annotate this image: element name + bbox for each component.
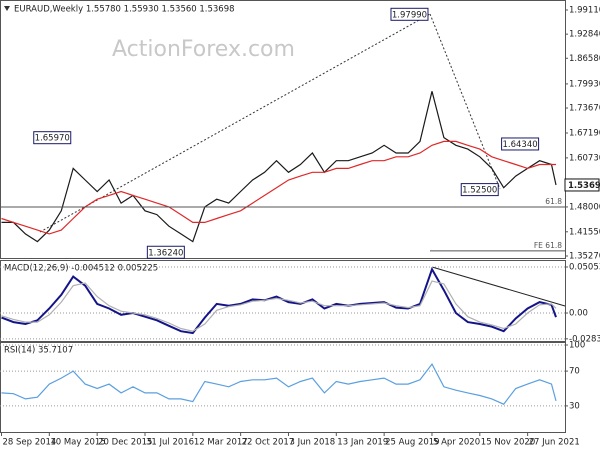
y-tick-label: -0.028323 [569, 334, 600, 344]
y-tick-label: 30 [569, 401, 580, 411]
y-tick-label: 1.35270 [569, 251, 600, 261]
price-label-box [146, 245, 185, 259]
y-tick-label: 1.92840 [569, 30, 600, 40]
y-tick-label: 70 [569, 367, 580, 377]
price-label-box [390, 7, 429, 21]
price-label: 1.52500 [462, 186, 497, 196]
y-tick-label: 1.73670 [569, 104, 600, 114]
x-tick-label: 25 Aug 2019 [385, 438, 439, 448]
y-tick-label: 1.86580 [569, 54, 600, 64]
trend-line [429, 13, 501, 190]
x-tick-label: 15 Nov 2020 [481, 438, 535, 448]
rsi-title: RSI(14) 35.7107 [4, 346, 73, 356]
x-tick-label: 12 Mar 2017 [194, 438, 248, 448]
last-price-box [564, 178, 600, 192]
last-price-label: 1.53698 [568, 181, 600, 191]
price-label: 1.97990 [392, 10, 427, 20]
x-tick-label: 13 Jan 2019 [337, 438, 388, 448]
trend-line [39, 13, 431, 233]
x-tick-label: 27 Jun 2021 [529, 438, 580, 448]
x-tick-label: 28 Sep 2014 [2, 438, 56, 448]
series-line [1, 280, 557, 332]
y-tick-label: 1.60730 [569, 153, 600, 163]
level-label: FE 61.8 [534, 241, 562, 250]
y-tick-label: 0.05053 [569, 262, 600, 272]
x-tick-label: 10 May 2015 [50, 438, 105, 448]
chart-title: EURAUD,Weekly 1.55780 1.55930 1.53560 1.… [14, 5, 235, 15]
level-label: 61.8 [545, 197, 562, 206]
x-tick-label: 20 Dec 2015 [98, 438, 152, 448]
price-label: 1.65970 [35, 134, 70, 144]
series-line [1, 362, 557, 405]
series-line [1, 140, 556, 235]
price-label: 1.36240 [148, 248, 183, 258]
price-label-box [33, 131, 72, 145]
macd-trend-line [431, 266, 566, 307]
x-tick-label: 22 Oct 2017 [242, 438, 295, 448]
menu-icon [4, 6, 10, 11]
price-label-box [460, 183, 499, 197]
price-panel [0, 0, 566, 259]
rsi-panel [0, 342, 566, 433]
y-tick-label: 1.41550 [569, 227, 600, 237]
x-tick-label: 31 Jul 2016 [146, 438, 194, 448]
y-tick-label: 1.48000 [569, 202, 600, 212]
price-label: 1.64340 [503, 140, 538, 150]
watermark: ActionForex.com [112, 37, 295, 62]
x-tick-label: 5 Apr 2020 [433, 438, 480, 448]
macd-panel [0, 260, 566, 342]
price-label-box [501, 137, 540, 151]
x-tick-label: 3 Jun 2018 [289, 438, 335, 448]
y-tick-label: 0.00 [569, 309, 588, 319]
y-tick-label: 1.67190 [569, 128, 600, 138]
macd-title: MACD(12,26,9) -0.004512 0.005225 [4, 264, 158, 274]
y-tick-label: 1.79930 [569, 79, 600, 89]
series-line [1, 91, 557, 243]
y-tick-label: 100 [569, 341, 585, 351]
y-tick-label: 1.99110 [569, 5, 600, 15]
